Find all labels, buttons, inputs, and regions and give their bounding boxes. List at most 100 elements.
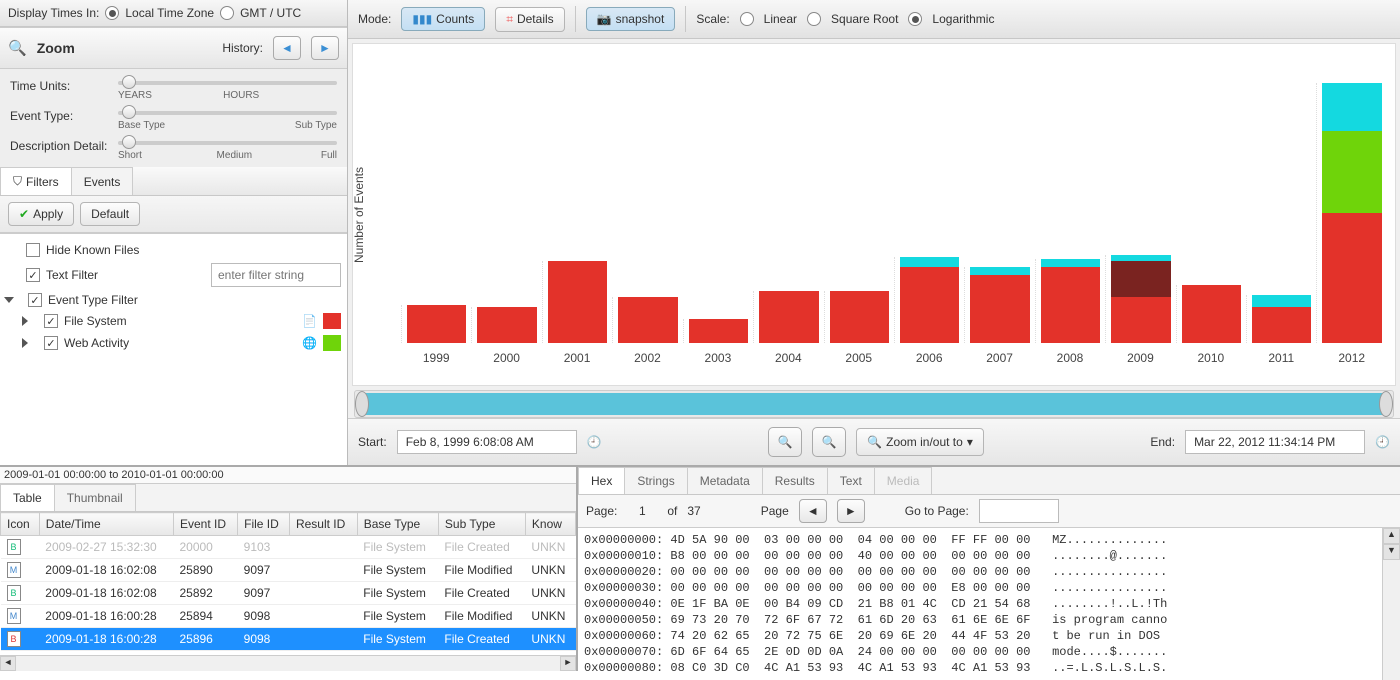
- results-grid[interactable]: IconDate/TimeEvent IDFile IDResult IDBas…: [0, 512, 576, 655]
- content-tabs: HexStringsMetadataResultsTextMedia: [578, 467, 1400, 495]
- tab-events[interactable]: Events: [71, 167, 134, 195]
- radio-log[interactable]: [908, 12, 922, 26]
- timezone-row: Display Times In: Local Time Zone GMT / …: [0, 0, 347, 27]
- web-color-swatch: [323, 335, 341, 351]
- check-text-filter[interactable]: [26, 268, 40, 282]
- col-header[interactable]: Sub Type: [438, 513, 525, 536]
- expand-event-type-icon[interactable]: [4, 297, 14, 303]
- col-header[interactable]: Icon: [1, 513, 40, 536]
- filter-tabs: ⛉Filters Events: [0, 167, 347, 196]
- table-row[interactable]: M2009-01-18 16:02:08258909097File System…: [1, 559, 576, 582]
- tab-metadata[interactable]: Metadata: [687, 467, 763, 494]
- desc-detail-slider[interactable]: Short Medium Full: [118, 133, 337, 159]
- page-prev-button[interactable]: ◄: [799, 499, 827, 523]
- opt-utc[interactable]: GMT / UTC: [240, 6, 301, 20]
- default-button[interactable]: Default: [80, 202, 140, 226]
- tab-table[interactable]: Table: [0, 484, 55, 511]
- table-row[interactable]: B2009-01-18 16:02:08258929097File System…: [1, 582, 576, 605]
- web-activity-label: Web Activity: [64, 336, 129, 350]
- desc-detail-row: Description Detail: Short Medium Full: [0, 129, 347, 167]
- col-header[interactable]: Date/Time: [39, 513, 173, 536]
- start-label: Start:: [358, 435, 387, 449]
- tab-strings[interactable]: Strings: [624, 467, 687, 494]
- check-event-type[interactable]: [28, 293, 42, 307]
- chart-plot[interactable]: [401, 54, 1387, 343]
- radio-linear[interactable]: [740, 12, 754, 26]
- col-header[interactable]: File ID: [238, 513, 290, 536]
- opt-linear[interactable]: Linear: [764, 12, 797, 26]
- chart-area: Number of Events 19992000200120022003200…: [352, 43, 1396, 386]
- history-back-button[interactable]: ◄: [273, 36, 301, 60]
- chevron-down-icon: ▾: [967, 435, 973, 449]
- mode-label: Mode:: [358, 12, 391, 26]
- tab-hex[interactable]: Hex: [578, 467, 625, 494]
- end-date-field[interactable]: Mar 22, 2012 11:34:14 PM: [1185, 430, 1365, 454]
- event-type-slider[interactable]: Base Type Sub Type: [118, 103, 337, 129]
- radio-local[interactable]: [105, 6, 119, 20]
- check-web-activity[interactable]: [44, 336, 58, 350]
- range-controls: Start: Feb 8, 1999 6:08:08 AM 🕘 🔍 🔍 🔍Zoo…: [348, 418, 1400, 465]
- page-label-2: Page: [761, 504, 789, 518]
- of-label: of: [667, 504, 677, 518]
- col-header[interactable]: Know: [525, 513, 575, 536]
- check-hide-known[interactable]: [26, 243, 40, 257]
- opt-sqrt[interactable]: Square Root: [831, 12, 898, 26]
- details-button[interactable]: ⌗Details: [495, 7, 564, 32]
- grid-hscroll[interactable]: ◄►: [0, 655, 576, 671]
- content-panel: HexStringsMetadataResultsTextMedia Page:…: [578, 467, 1400, 671]
- clock-icon[interactable]: 🕘: [1375, 435, 1390, 449]
- timezone-label: Display Times In:: [8, 6, 99, 20]
- hex-view[interactable]: 0x00000000: 4D 5A 90 00 03 00 00 00 04 0…: [578, 528, 1382, 680]
- check-icon: ✔: [19, 207, 29, 221]
- camera-icon: 📷: [597, 12, 612, 26]
- y-axis-label: Number of Events: [352, 166, 366, 262]
- opt-local[interactable]: Local Time Zone: [125, 6, 214, 20]
- table-row[interactable]: M2009-01-18 16:00:28258949098File System…: [1, 605, 576, 628]
- filter-icon: ⛉: [13, 174, 22, 189]
- col-header[interactable]: Result ID: [289, 513, 357, 536]
- zoom-bar: 🔍 Zoom History: ◄ ►: [0, 27, 347, 69]
- apply-button[interactable]: ✔Apply: [8, 202, 74, 226]
- zoom-icon: 🔍: [8, 39, 27, 57]
- tab-thumbnail[interactable]: Thumbnail: [54, 484, 136, 511]
- page-next-button[interactable]: ►: [837, 499, 865, 523]
- tab-results[interactable]: Results: [762, 467, 828, 494]
- radio-utc[interactable]: [220, 6, 234, 20]
- tab-filters[interactable]: ⛉Filters: [0, 167, 72, 195]
- tab-media[interactable]: Media: [874, 467, 933, 494]
- page-total: 37: [687, 504, 700, 518]
- start-date-field[interactable]: Feb 8, 1999 6:08:08 AM: [397, 430, 577, 454]
- check-file-system[interactable]: [44, 314, 58, 328]
- radio-sqrt[interactable]: [807, 12, 821, 26]
- results-panel: 2009-01-01 00:00:00 to 2010-01-01 00:00:…: [0, 467, 578, 671]
- snapshot-button[interactable]: 📷snapshot: [586, 7, 676, 31]
- main-toolbar: Mode: ▮▮▮Counts ⌗Details 📷snapshot Scale…: [348, 0, 1400, 39]
- zoom-to-button[interactable]: 🔍Zoom in/out to ▾: [856, 428, 984, 456]
- range-slider[interactable]: [354, 390, 1394, 418]
- desc-detail-label: Description Detail:: [10, 139, 110, 153]
- expand-web-icon[interactable]: [22, 338, 28, 348]
- clock-icon[interactable]: 🕘: [587, 435, 602, 449]
- expand-fs-icon[interactable]: [22, 316, 28, 326]
- table-row[interactable]: B2009-01-18 16:00:28258969098File System…: [1, 628, 576, 651]
- event-type-label: Event Type:: [10, 109, 110, 123]
- opt-log[interactable]: Logarithmic: [932, 12, 994, 26]
- col-header[interactable]: Event ID: [173, 513, 237, 536]
- time-units-slider[interactable]: YEARS HOURS: [118, 73, 337, 99]
- table-row[interactable]: B2009-02-27 15:32:30200009103File System…: [1, 536, 576, 559]
- col-header[interactable]: Base Type: [357, 513, 438, 536]
- time-units-label: Time Units:: [10, 79, 110, 93]
- lower-panels: 2009-01-01 00:00:00 to 2010-01-01 00:00:…: [0, 465, 1400, 671]
- hex-vscroll[interactable]: ▲▼: [1382, 528, 1400, 680]
- goto-page-input[interactable]: [979, 499, 1059, 523]
- counts-button[interactable]: ▮▮▮Counts: [401, 7, 485, 31]
- left-panel: Display Times In: Local Time Zone GMT / …: [0, 0, 348, 465]
- bars-icon: ▮▮▮: [412, 12, 432, 26]
- filter-string-input[interactable]: [211, 263, 341, 287]
- history-fwd-button[interactable]: ►: [311, 36, 339, 60]
- end-label: End:: [1150, 435, 1175, 449]
- details-icon: ⌗: [506, 12, 513, 27]
- zoom-out-button[interactable]: 🔍: [768, 427, 802, 457]
- zoom-in-button[interactable]: 🔍: [812, 427, 846, 457]
- tab-text[interactable]: Text: [827, 467, 875, 494]
